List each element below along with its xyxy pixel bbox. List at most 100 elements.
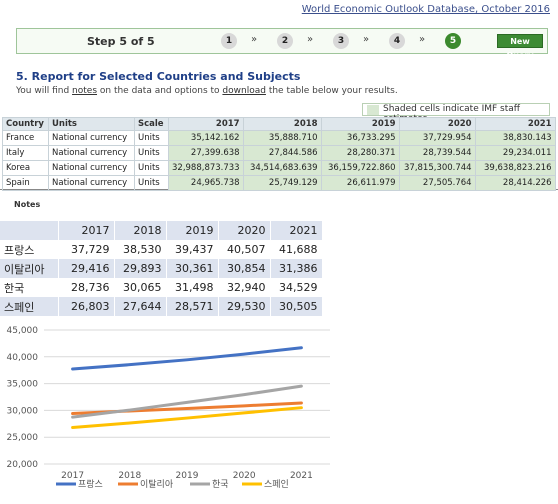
table-row: 한국 28,736 30,065 31,498 32,940 34,529 xyxy=(0,278,323,297)
country-cell[interactable]: France xyxy=(2,130,49,146)
y-tick-label: 20,000 xyxy=(7,460,39,470)
y-tick-label: 25,000 xyxy=(7,433,39,443)
value-cell: 35,142.162 xyxy=(168,130,244,146)
value-cell: 36,159,722.860 xyxy=(320,160,400,176)
value-cell: 31,386 xyxy=(270,259,323,278)
country-label: 한국 xyxy=(0,278,59,297)
step-4-button[interactable]: 4 xyxy=(389,33,405,49)
legend-label: 프랑스 xyxy=(78,478,103,490)
value-cell: 30,065 xyxy=(114,278,167,297)
value-cell: 28,736 xyxy=(58,278,115,297)
table-row: Spain National currency Units 24,965.738… xyxy=(2,175,556,191)
value-cell: 37,729 xyxy=(58,240,115,259)
value-cell: 29,234.011 xyxy=(474,145,556,161)
value-cell: 41,688 xyxy=(270,240,323,259)
value-cell: 28,571 xyxy=(166,297,219,316)
header-year: 2020 xyxy=(398,117,476,131)
header-year: 2019 xyxy=(320,117,400,131)
value-cell: 34,529 xyxy=(270,278,323,297)
weo-database-link[interactable]: World Economic Outlook Database, October… xyxy=(301,4,550,15)
value-cell: 27,399.638 xyxy=(168,145,244,161)
series-line xyxy=(71,346,303,371)
notes-link[interactable]: notes xyxy=(72,86,98,96)
year-header: 2021 xyxy=(270,221,323,240)
value-cell: 29,530 xyxy=(218,297,271,316)
units-cell: National currency xyxy=(48,175,135,191)
x-tick-label: 2019 xyxy=(176,471,199,481)
value-cell: 38,530 xyxy=(114,240,167,259)
header-year: 2018 xyxy=(242,117,322,131)
series-line xyxy=(71,406,303,430)
results-table: Country Units Scale 2017 2018 2019 2020 … xyxy=(2,117,556,191)
year-header: 2019 xyxy=(166,221,219,240)
table-row: 프랑스 37,729 38,530 39,437 40,507 41,688 xyxy=(0,240,323,259)
value-cell: 25,749.129 xyxy=(242,175,322,191)
value-cell: 35,888.710 xyxy=(242,130,322,146)
series-line xyxy=(71,384,303,419)
legend-label: 스페인 xyxy=(264,479,289,490)
value-cell: 34,514,683.639 xyxy=(242,160,322,176)
units-cell: National currency xyxy=(48,130,135,146)
country-cell[interactable]: Spain xyxy=(2,175,49,191)
value-cell: 28,739.544 xyxy=(398,145,476,161)
table-row: 이탈리아 29,416 29,893 30,361 30,854 31,386 xyxy=(0,259,323,278)
new-query-button[interactable]: New Query xyxy=(497,34,543,60)
y-tick-label: 40,000 xyxy=(7,353,39,363)
value-cell: 27,644 xyxy=(114,297,167,316)
value-cell: 26,803 xyxy=(58,297,115,316)
step-arrow-icon: » xyxy=(363,34,370,45)
shading-legend: Shaded cells indicate IMF staff estimate… xyxy=(362,103,550,124)
value-cell: 37,815,300.744 xyxy=(398,160,476,176)
x-tick-label: 2021 xyxy=(290,471,313,481)
notes-heading: Notes xyxy=(14,200,41,209)
shade-swatch xyxy=(367,105,379,115)
report-subtitle: You will find notes on the data and opti… xyxy=(16,86,398,96)
step-arrow-icon: » xyxy=(251,34,258,45)
country-cell[interactable]: Italy xyxy=(2,145,49,161)
table-row: 스페인 26,803 27,644 28,571 29,530 30,505 xyxy=(0,297,323,316)
table-row: France National currency Units 35,142.16… xyxy=(2,130,556,146)
table-row: 2017 2018 2019 2020 2021 xyxy=(0,221,323,240)
step-3-button[interactable]: 3 xyxy=(333,33,349,49)
value-cell: 27,844.586 xyxy=(242,145,322,161)
value-cell: 24,965.738 xyxy=(168,175,244,191)
country-label: 이탈리아 xyxy=(0,259,59,278)
value-cell: 37,729.954 xyxy=(398,130,476,146)
legend-label: 이탈리아 xyxy=(140,479,174,490)
korean-summary-table: 2017 2018 2019 2020 2021 프랑스 37,729 38,5… xyxy=(0,221,323,316)
scale-cell: Units xyxy=(134,145,169,161)
step-5-button[interactable]: 5 xyxy=(445,33,461,49)
step-arrow-icon: » xyxy=(419,34,426,45)
header-year: 2017 xyxy=(168,117,244,131)
value-cell: 30,361 xyxy=(166,259,219,278)
y-tick-label: 35,000 xyxy=(7,380,39,390)
header-year: 2021 xyxy=(474,117,556,131)
step-2-button[interactable]: 2 xyxy=(277,33,293,49)
step-arrow-icon: » xyxy=(307,34,314,45)
header-units: Units xyxy=(48,117,135,131)
x-tick-label: 2018 xyxy=(118,471,141,481)
step-bar: Step 5 of 5 1 » 2 » 3 » 4 » 5 New Query xyxy=(16,28,548,60)
value-cell: 38,830.143 xyxy=(474,130,556,146)
value-cell: 39,638,823.216 xyxy=(474,160,556,176)
step-1-button[interactable]: 1 xyxy=(221,33,237,49)
x-tick-label: 2017 xyxy=(61,471,84,481)
value-cell: 30,505 xyxy=(270,297,323,316)
table-row: Italy National currency Units 27,399.638… xyxy=(2,145,556,161)
country-label: 프랑스 xyxy=(0,240,59,259)
value-cell: 40,507 xyxy=(218,240,271,259)
value-cell: 27,505.764 xyxy=(398,175,476,191)
value-cell: 39,437 xyxy=(166,240,219,259)
header-scale: Scale xyxy=(134,117,169,131)
line-chart: 20,000 25,000 30,000 35,000 40,000 45,000 2017… xyxy=(7,326,330,490)
x-tick-label: 2020 xyxy=(233,471,256,481)
year-header: 2020 xyxy=(218,221,271,240)
value-cell: 29,416 xyxy=(58,259,115,278)
value-cell: 29,893 xyxy=(114,259,167,278)
header-country: Country xyxy=(2,117,49,131)
download-link[interactable]: download xyxy=(222,86,266,96)
legend-label: 한국 xyxy=(212,479,229,490)
country-label: 스페인 xyxy=(0,297,59,316)
value-cell: 32,940 xyxy=(218,278,271,297)
country-cell[interactable]: Korea xyxy=(2,160,49,176)
